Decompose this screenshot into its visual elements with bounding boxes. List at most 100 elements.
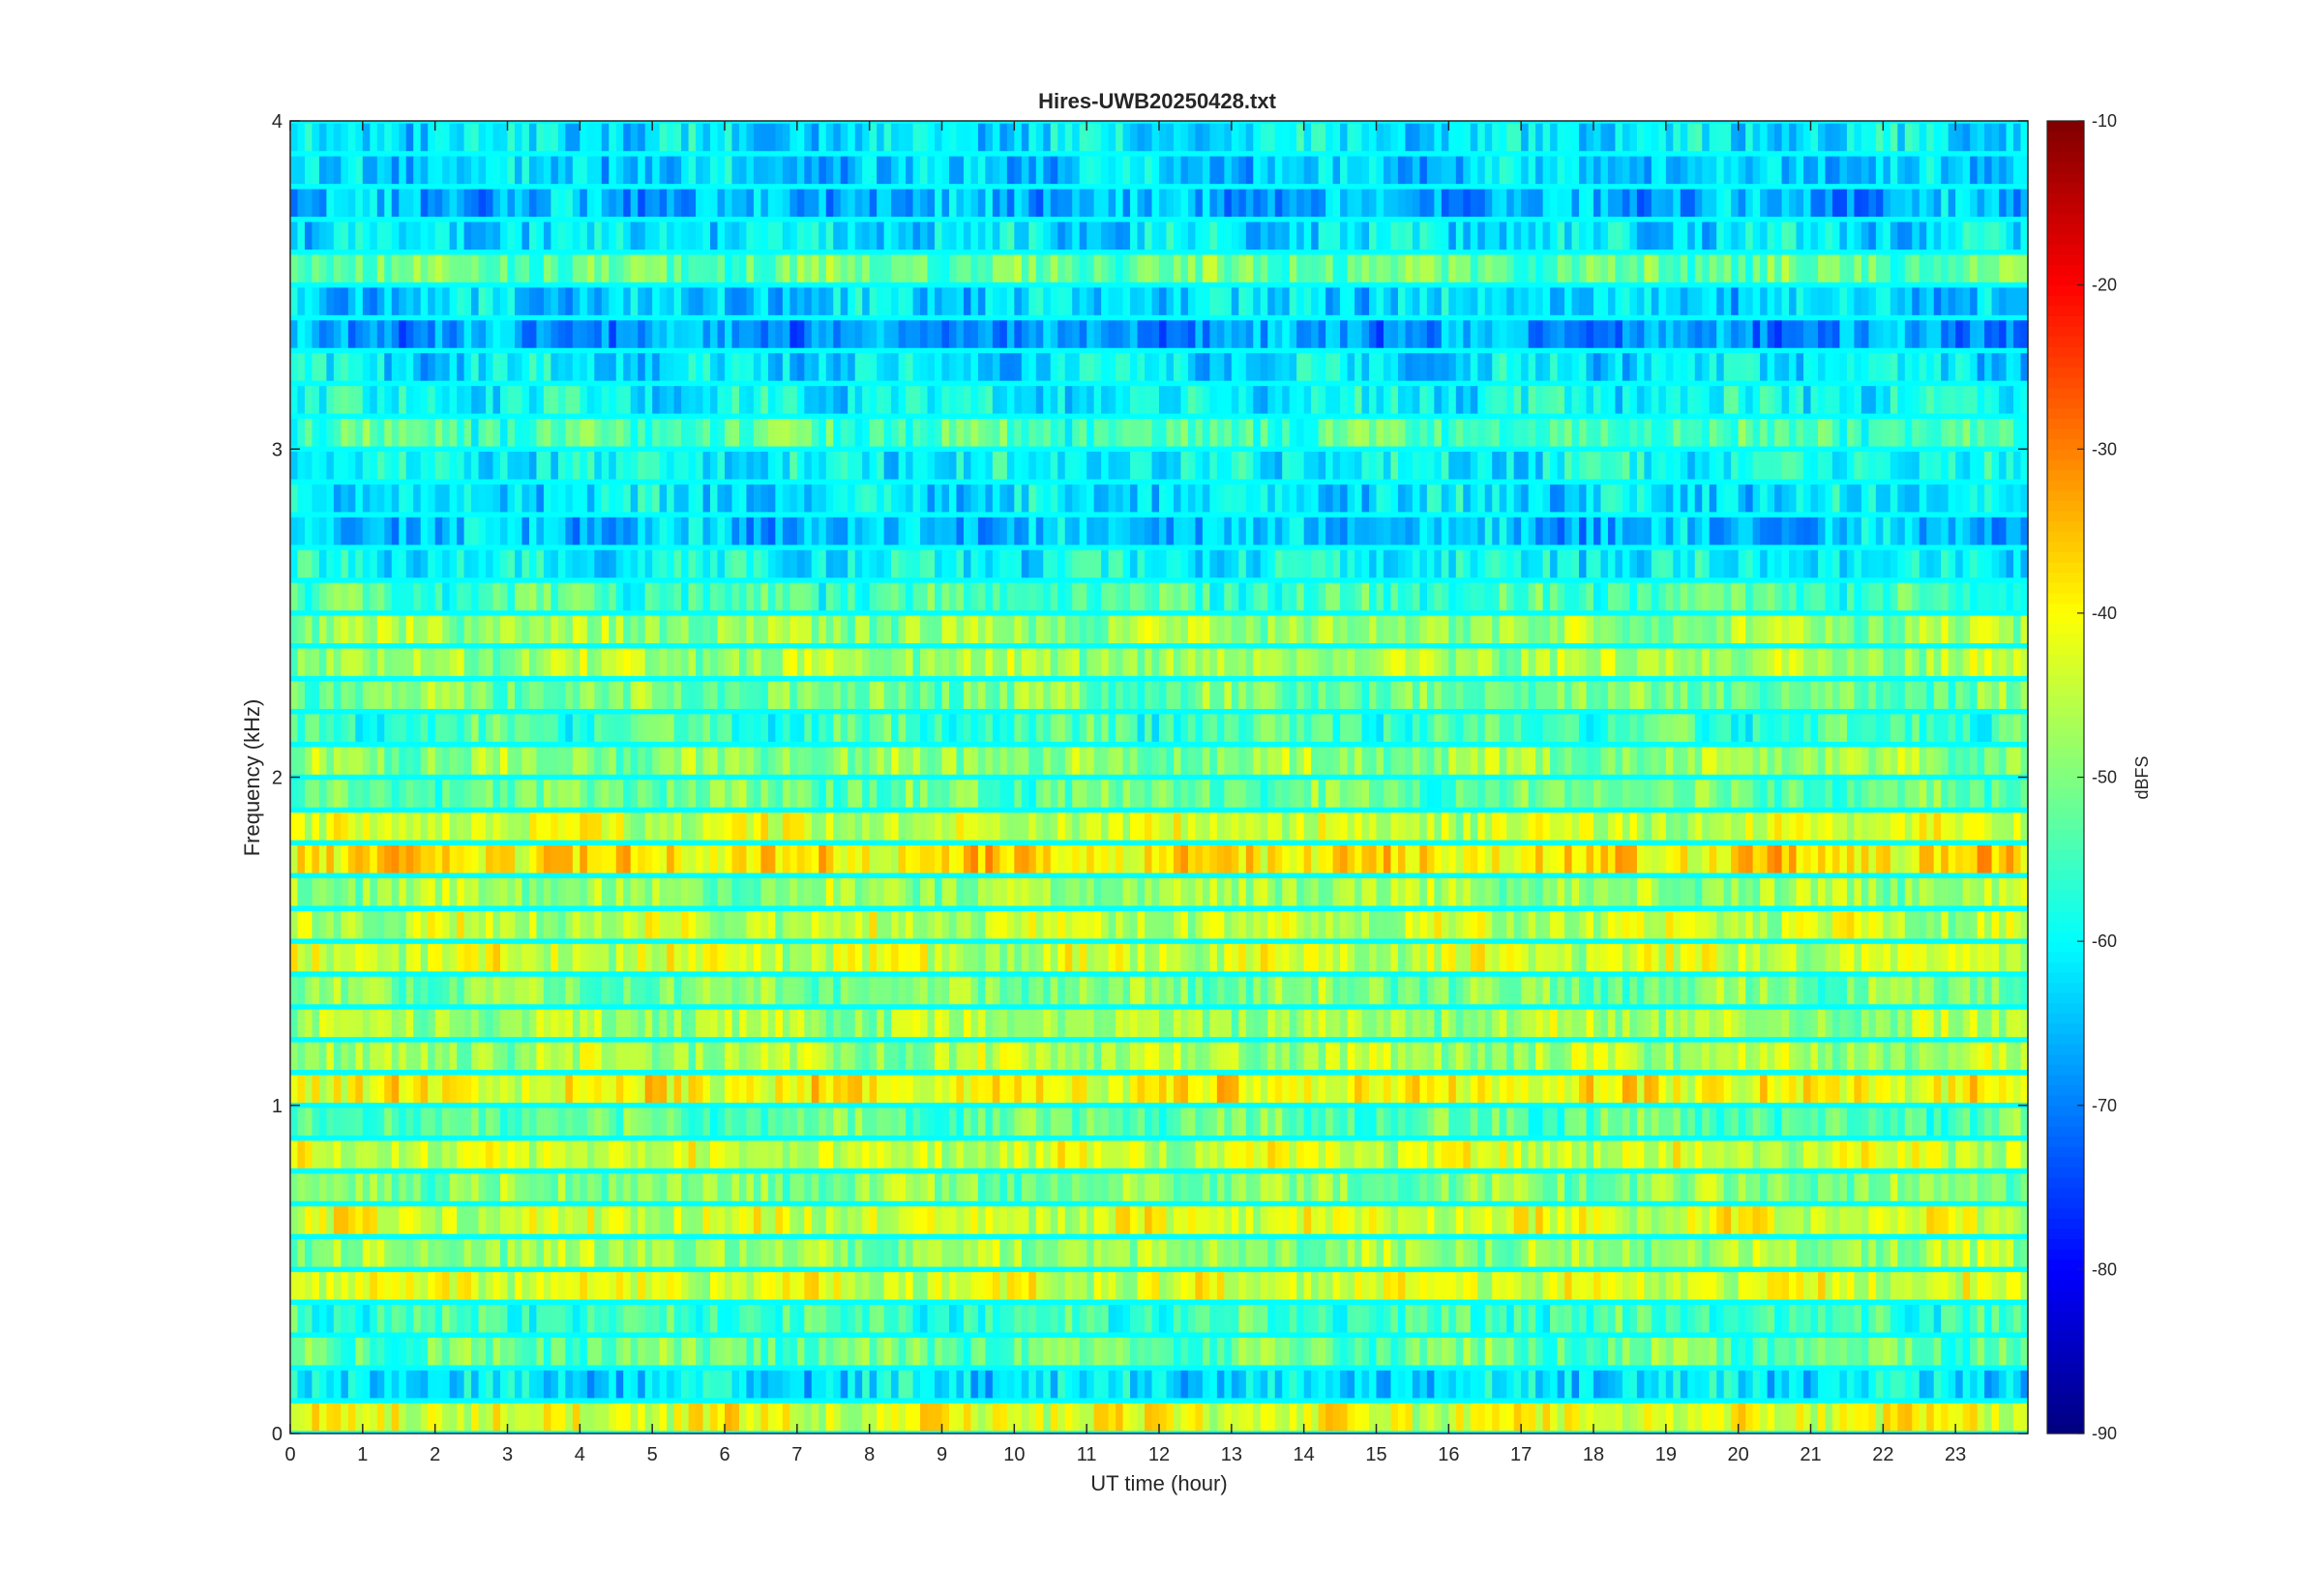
heatmap-cell [1108,1206,1116,1234]
heatmap-cell [1021,1239,1029,1267]
heatmap-cell [1122,1305,1131,1333]
heatmap-cell [1897,1108,1906,1136]
heatmap-cell [1072,1337,1081,1366]
heatmap-cell [760,1403,769,1432]
heatmap-cell [1332,943,1341,972]
heatmap-cell [1376,1042,1384,1071]
heatmap-cell [457,1305,465,1333]
heatmap-cell [1789,1009,1798,1038]
heatmap-cell [1702,1075,1711,1104]
heatmap-cell [1159,1206,1168,1234]
heatmap-cell [1810,1108,1819,1136]
heatmap-cell [1535,1173,1544,1201]
heatmap-cell [492,943,501,972]
heatmap-cell [1506,813,1515,841]
heatmap-cell [623,1140,632,1168]
heatmap-cell [551,1108,559,1136]
heatmap-cell [1499,1272,1507,1300]
heatmap-cell [1492,976,1501,1005]
heatmap-cell [1390,976,1399,1005]
heatmap-cell [318,1042,328,1071]
heatmap-cell [1875,1206,1884,1234]
heatmap-cell [1810,976,1819,1005]
heatmap-cell [1694,877,1703,906]
heatmap-cell [557,1108,566,1136]
heatmap-cell [1369,1305,1378,1333]
heatmap-cell [1513,780,1522,808]
heatmap-cell [580,813,588,841]
heatmap-cell [811,877,819,906]
heatmap-cell [1412,1272,1420,1300]
heatmap-cell [840,943,848,972]
heatmap-cell [1651,1370,1659,1399]
heatmap-cell [920,813,929,841]
heatmap-cell [1296,1403,1305,1432]
heatmap-cell [1680,813,1688,841]
heatmap-cell [1716,1173,1725,1201]
heatmap-cell [1130,1272,1139,1300]
heatmap-cell [760,1337,769,1366]
heatmap-cell [1912,813,1920,841]
heatmap-cell [623,976,632,1005]
heatmap-cell [1311,1173,1320,1201]
heatmap-cell [1101,1239,1110,1267]
heatmap-cell [1484,1009,1493,1038]
heatmap-cell [1245,1370,1254,1399]
heatmap-cell [1332,1140,1341,1168]
heatmap-cell [1607,1403,1617,1432]
heatmap-cell [1187,747,1197,775]
heatmap-cell [956,877,965,906]
heatmap-cell [1846,845,1855,873]
heatmap-cell [1108,910,1116,939]
heatmap-cell [1825,1140,1833,1168]
heatmap-cell [819,1305,827,1333]
heatmap-cell [2020,1173,2029,1201]
heatmap-cell [1550,1239,1559,1267]
heatmap-cell [1904,1108,1913,1136]
heatmap-cell [1340,877,1349,906]
heatmap-cell [1282,1173,1291,1201]
heatmap-cell [948,1075,958,1104]
heatmap-cell [1260,1075,1268,1104]
heatmap-cell [492,1403,501,1432]
heatmap-cell [1977,910,1985,939]
heatmap-cell [1014,1042,1023,1071]
heatmap-cell [1405,1042,1414,1071]
heatmap-cell [1492,943,1501,972]
heatmap-cell [543,976,551,1005]
heatmap-cell [644,1370,653,1399]
heatmap-cell [528,1272,538,1300]
heatmap-cell [1492,747,1501,775]
heatmap-cell [667,1337,675,1366]
heatmap-cell [1332,877,1341,906]
heatmap-cell [840,1337,848,1366]
heatmap-cell [290,1108,299,1136]
heatmap-cell [1253,877,1262,906]
heatmap-cell [667,877,675,906]
heatmap-cell [1043,813,1052,841]
heatmap-cell [347,1370,356,1399]
heatmap-cell [1542,1009,1551,1038]
heatmap-cell [1745,1009,1754,1038]
heatmap-cell [1151,1272,1160,1300]
heatmap-cell [1130,976,1139,1005]
heatmap-cell [312,780,320,808]
heatmap-cell [1774,845,1783,873]
heatmap-cell [1369,1206,1378,1234]
heatmap-cell [811,1009,819,1038]
heatmap-cell [1231,780,1239,808]
heatmap-cell [1571,845,1580,873]
heatmap-cell [1535,813,1544,841]
heatmap-cell [1064,1206,1073,1234]
heatmap-cell [1745,1140,1754,1168]
heatmap-cell [1825,1403,1833,1432]
heatmap-cell [1970,780,1979,808]
heatmap-cell [862,1173,871,1201]
heatmap-cell [833,780,842,808]
heatmap-cell [1122,1239,1131,1267]
heatmap-cell [1702,1206,1711,1234]
heatmap-cell [1079,877,1087,906]
heatmap-cell [1955,1042,1964,1071]
heatmap-cell [1325,1042,1334,1071]
heatmap-cell [1166,943,1175,972]
